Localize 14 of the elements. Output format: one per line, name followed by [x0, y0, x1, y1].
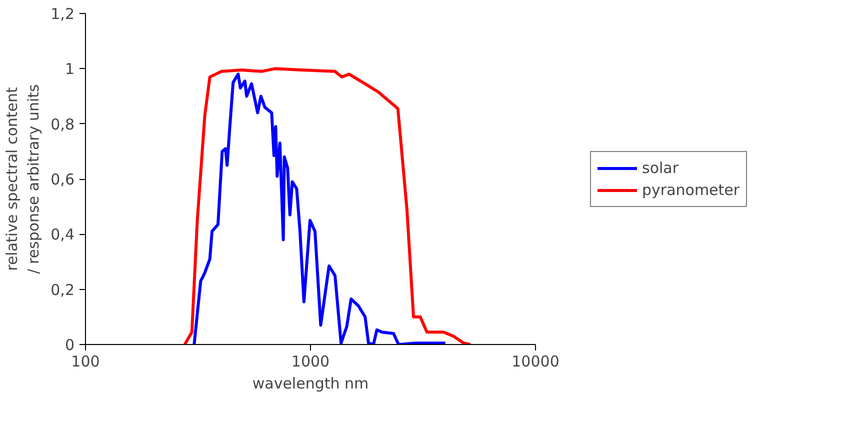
y-tick-label: 1	[64, 60, 75, 78]
x-tick-label: 10000	[512, 352, 560, 370]
legend-label: solar	[642, 158, 679, 176]
y-axis-title: relative spectral content / response arbitrary units	[3, 84, 43, 274]
x-tick-label: 100	[71, 352, 100, 370]
legend-label: pyranometer	[642, 180, 740, 198]
y-tick-label: 1,2	[50, 5, 75, 23]
y-tick-label: 0,2	[50, 280, 75, 299]
x-tick-label: 1000	[291, 352, 330, 370]
y-tick-label: 0,8	[50, 115, 75, 134]
y-tick-label: 0,6	[50, 170, 75, 188]
x-axis-title: wavelength nm	[252, 374, 369, 392]
y-tick-label: 0,4	[50, 226, 75, 244]
y-tick-label: 0	[64, 336, 75, 354]
